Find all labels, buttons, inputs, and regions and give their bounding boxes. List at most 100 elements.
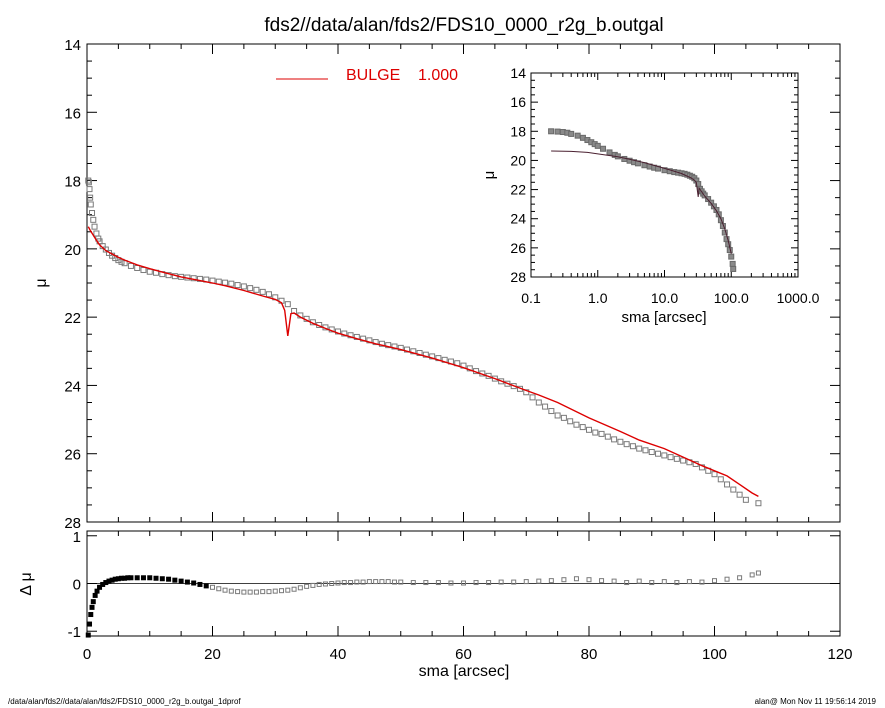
- main-data-point: [284, 301, 291, 308]
- residual-data-point: [461, 580, 466, 586]
- main-data-point: [673, 455, 680, 462]
- residual-data-point: [385, 579, 391, 585]
- residual-x-tick-label: 0: [83, 646, 91, 663]
- inset-y-tick-label: 28: [510, 269, 526, 285]
- residual-data-point: [253, 589, 259, 595]
- residual-data-point: [498, 579, 504, 585]
- residual-data-point: [423, 580, 429, 586]
- inset-data-point: [728, 253, 735, 260]
- main-data-point: [548, 408, 555, 415]
- residual-data-point: [749, 572, 755, 578]
- main-data-point: [648, 449, 655, 456]
- main-data-point: [730, 486, 737, 493]
- residual-data-point: [94, 588, 100, 594]
- main-data-point: [253, 286, 260, 293]
- main-data-point: [724, 481, 731, 488]
- inset-y-axis-label: μ: [481, 171, 498, 180]
- footer-right: alan@ Mon Nov 11 19:56:14 2019: [755, 697, 877, 706]
- main-data-point: [341, 330, 348, 337]
- residual-x-tick-label: 20: [204, 646, 221, 663]
- residual-data-point: [97, 584, 103, 590]
- main-data-point: [259, 288, 266, 295]
- residual-x-tick-label: 80: [581, 646, 598, 663]
- main-data-point: [422, 351, 429, 358]
- main-data-point: [87, 201, 94, 208]
- inset-model-line: [551, 150, 732, 254]
- residual-y-tick-label: 0: [73, 577, 81, 594]
- main-data-point: [573, 421, 580, 428]
- residual-data-point: [147, 575, 153, 581]
- main-data-point: [755, 500, 762, 507]
- residual-data-point: [410, 580, 416, 586]
- residual-data-point: [523, 579, 529, 585]
- main-y-tick-label: 22: [64, 310, 81, 327]
- residual-data-point: [291, 586, 297, 592]
- residual-data-point: [611, 578, 617, 584]
- residual-data-point: [203, 583, 209, 589]
- main-data-point: [642, 447, 649, 454]
- residual-data-point: [279, 588, 285, 594]
- main-data-point: [85, 177, 92, 184]
- main-data-point: [604, 433, 611, 440]
- inset-data-point: [606, 149, 613, 156]
- residual-data-point: [335, 580, 341, 586]
- residual-data-point: [599, 578, 605, 584]
- main-data-point: [240, 283, 247, 290]
- residual-data-point: [241, 589, 247, 595]
- main-data-point: [579, 424, 586, 431]
- residual-data-point: [548, 578, 554, 584]
- main-data-point: [222, 279, 229, 286]
- main-y-tick-label: 28: [64, 515, 81, 532]
- inset-x-tick-label: 1000.0: [777, 290, 820, 306]
- residual-data-point: [272, 588, 278, 594]
- residual-data-point: [310, 582, 316, 588]
- residual-data-point: [210, 584, 215, 590]
- main-data-point: [661, 452, 668, 459]
- main-y-tick-label: 14: [64, 37, 81, 54]
- residual-data-point: [536, 578, 542, 584]
- main-y-tick-label: 18: [64, 174, 81, 191]
- inset-data-point: [600, 145, 607, 152]
- residual-data-point: [260, 589, 266, 595]
- main-data-point: [347, 332, 354, 339]
- residual-data-point: [348, 580, 354, 586]
- residual-data-point: [178, 578, 184, 584]
- main-panel: 14 16 18 20 22 24 26 28 μ BULGE 1.000: [33, 37, 841, 532]
- inset-y-tick-label: 22: [510, 182, 526, 198]
- inset-x-tick-label: 100.0: [714, 290, 749, 306]
- residual-data-point: [737, 575, 743, 581]
- inset-data-point: [729, 260, 736, 267]
- inset-data-point: [594, 142, 601, 149]
- residual-data-point: [128, 575, 134, 581]
- legend-label: BULGE: [346, 67, 400, 84]
- inset-y-tick-label: 26: [510, 240, 526, 256]
- residual-data-point: [92, 592, 98, 598]
- main-data-point: [90, 216, 97, 223]
- residual-y-tick-label: 1: [73, 529, 81, 546]
- residual-data-point: [191, 580, 197, 586]
- main-data-point: [93, 230, 100, 237]
- main-data-point: [535, 399, 542, 406]
- main-data-point: [91, 223, 98, 230]
- main-data-point: [542, 403, 549, 410]
- inset-data-point: [705, 196, 712, 203]
- inset-x-tick-label: 1.0: [588, 290, 608, 306]
- main-data-point: [247, 285, 254, 292]
- inset-x-tick-label: 10.0: [651, 290, 678, 306]
- main-data-point: [567, 418, 574, 425]
- main-data-point: [353, 333, 360, 340]
- residual-data-point: [354, 579, 360, 585]
- residual-data-point: [304, 583, 310, 589]
- main-data-point: [196, 275, 203, 282]
- residual-data-point: [89, 604, 95, 610]
- inset-data-point: [568, 130, 575, 137]
- residual-data-point: [87, 621, 93, 627]
- main-data-point: [366, 337, 373, 344]
- main-data-point: [655, 450, 662, 457]
- inset-background: [531, 73, 798, 277]
- main-data-point: [234, 282, 241, 289]
- residual-y-tick-label: -1: [68, 624, 81, 641]
- inset-series-group: [548, 128, 737, 272]
